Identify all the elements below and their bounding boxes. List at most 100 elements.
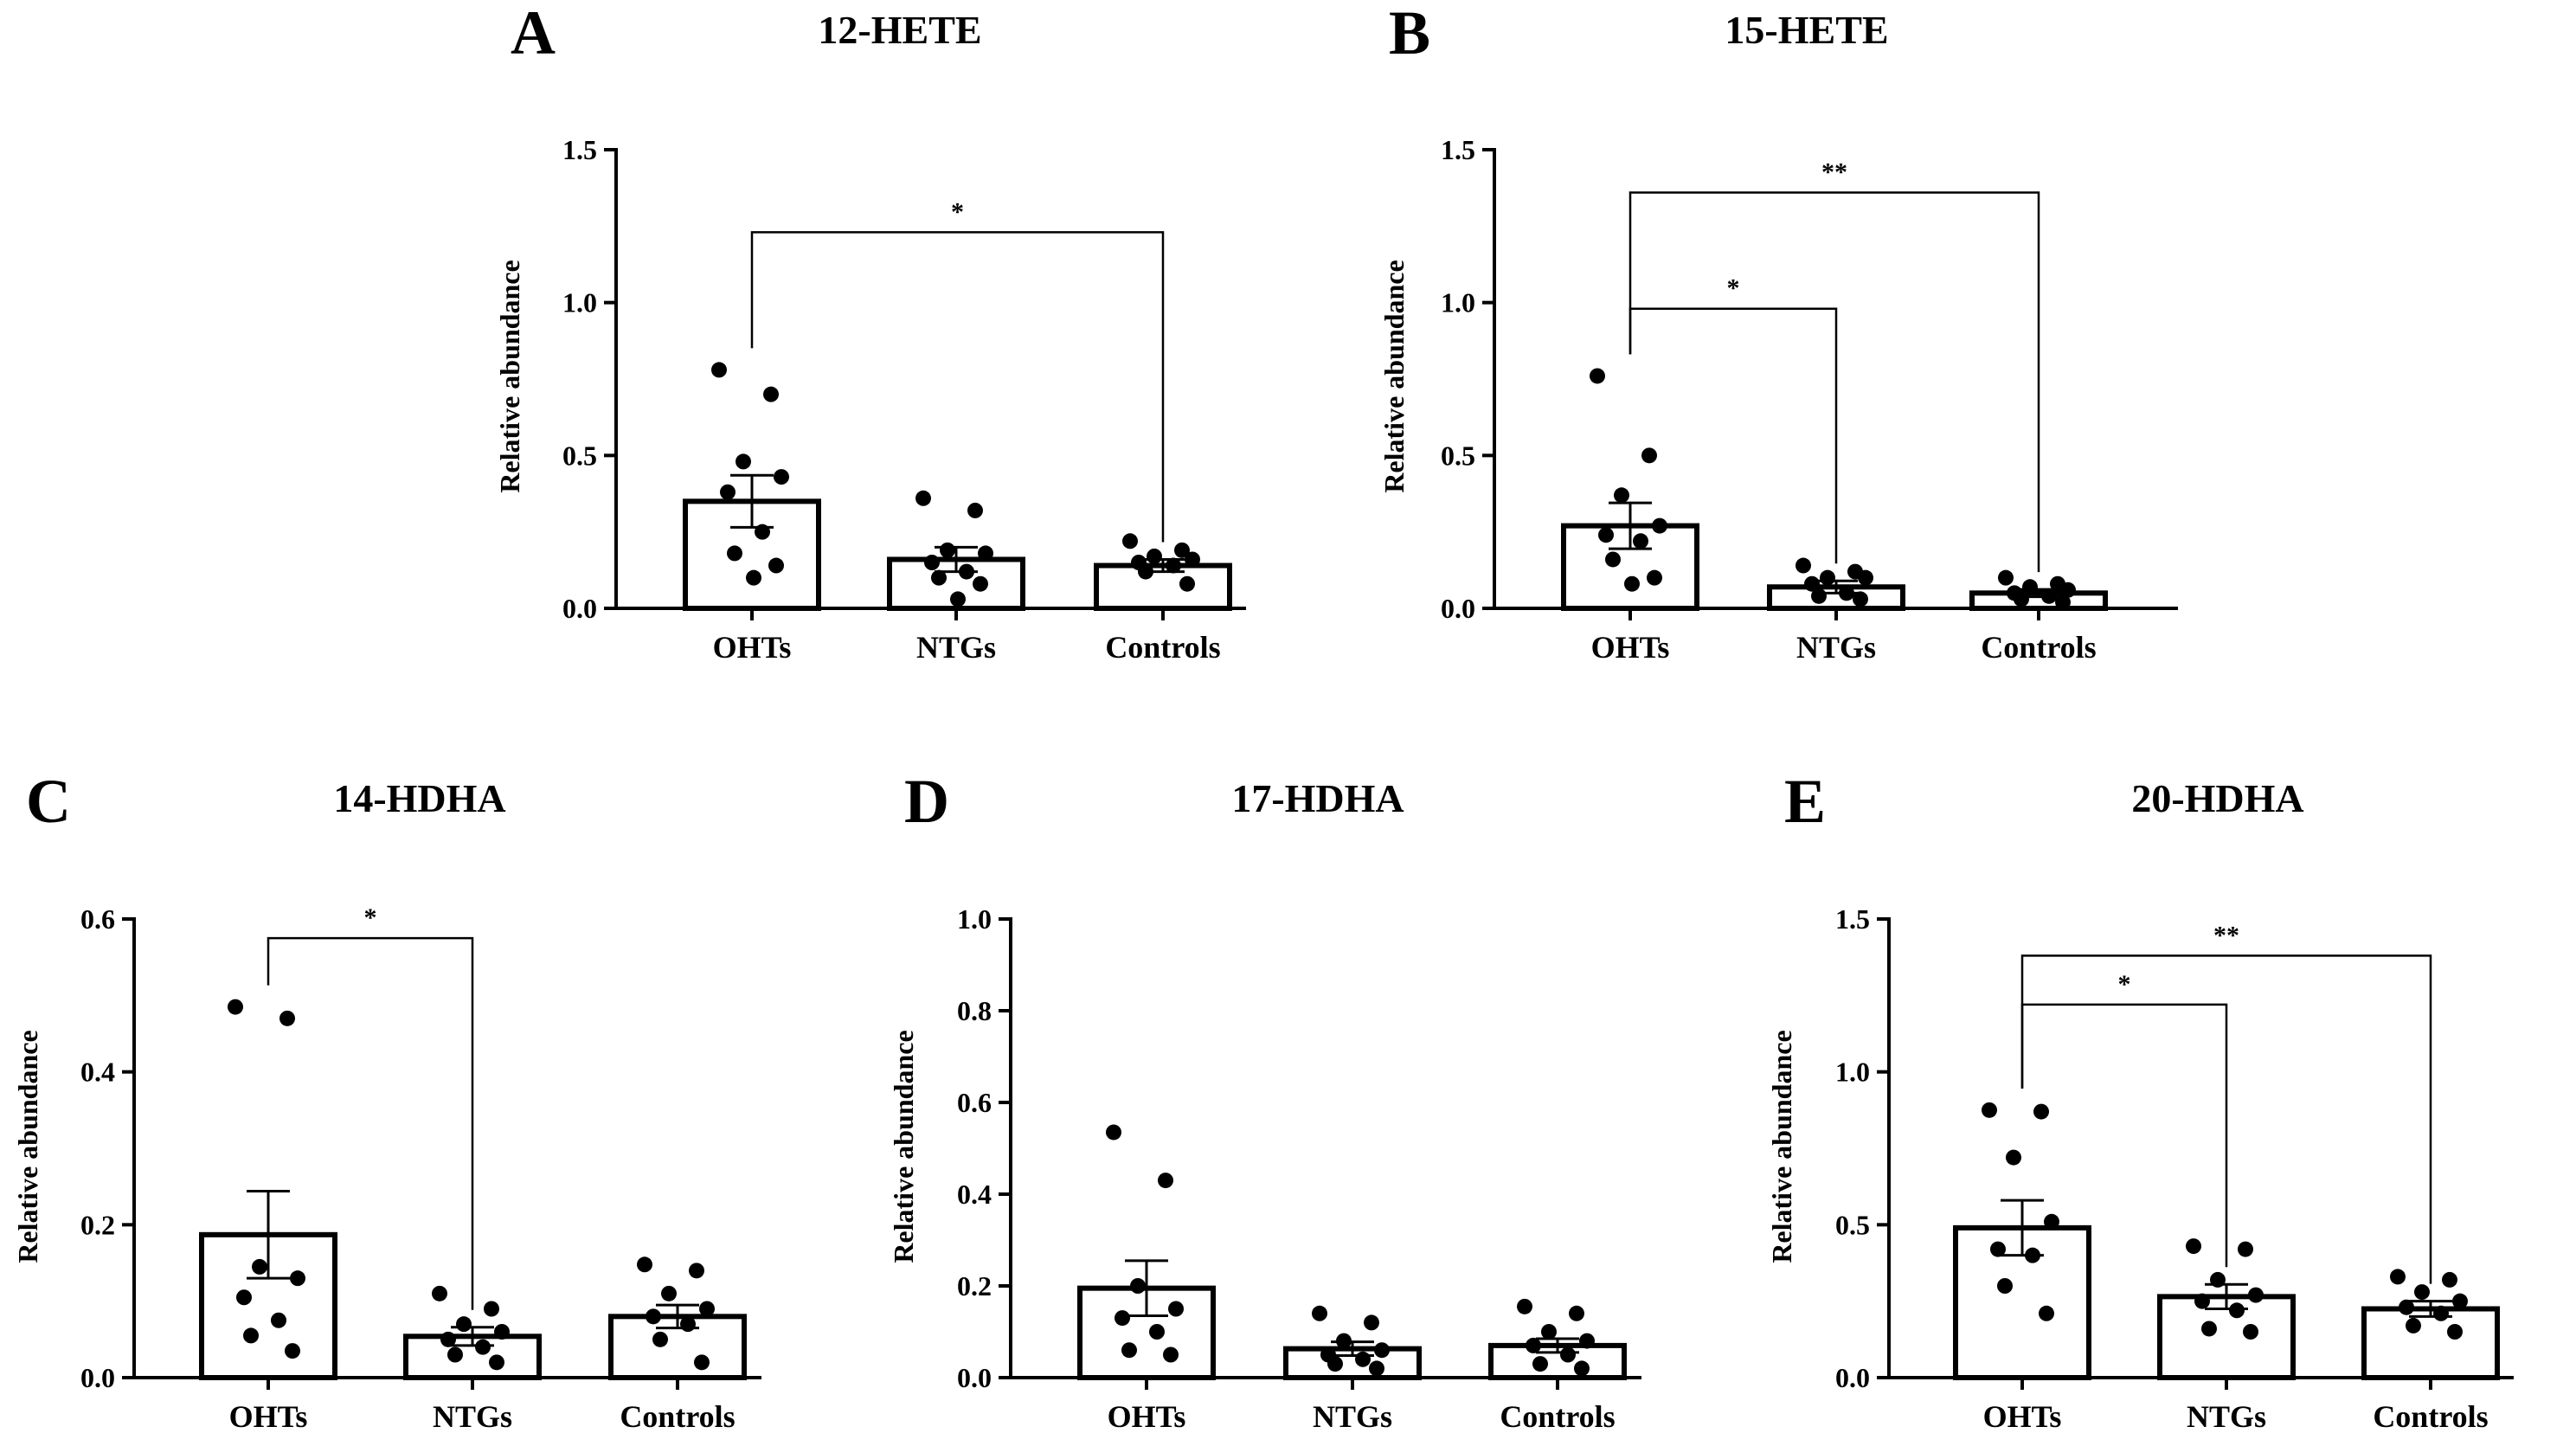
data-point	[2229, 1302, 2245, 1319]
data-point	[1652, 517, 1667, 534]
data-point	[755, 524, 770, 540]
data-point	[1355, 1351, 1371, 1367]
y-tick-label: 0.0	[1835, 1362, 1870, 1393]
data-point	[484, 1301, 499, 1317]
data-point	[2044, 1213, 2059, 1230]
data-point	[1121, 1342, 1137, 1359]
y-tick-label: 0.5	[1835, 1209, 1870, 1240]
panel-letter: D	[904, 767, 949, 836]
data-point	[2014, 591, 2029, 607]
data-point	[763, 386, 779, 402]
data-point	[1166, 557, 1181, 574]
panel-e: E 20-HDHA Relative abundance 0.0 0.5 1.0 1.…	[1766, 767, 2514, 1434]
data-point	[1179, 575, 1195, 592]
data-point	[2041, 588, 2057, 604]
x-tick-label: Controls	[1105, 630, 1220, 665]
data-point	[699, 1301, 715, 1317]
data-point	[680, 1316, 696, 1333]
data-point	[1185, 551, 1200, 568]
y-axis-label: Relative abundance	[1378, 260, 1410, 492]
data-point	[285, 1343, 300, 1359]
data-point	[2243, 1324, 2258, 1340]
y-axis-label: Relative abundance	[12, 1030, 43, 1263]
panel-letter: C	[26, 767, 71, 836]
data-point	[228, 999, 243, 1015]
data-point	[243, 1327, 259, 1344]
data-point	[1614, 487, 1629, 504]
x-tick-label: OHTs	[1983, 1399, 2062, 1434]
data-point	[494, 1324, 510, 1340]
chart-title: 14-HDHA	[333, 776, 505, 820]
data-point	[447, 1346, 463, 1363]
data-point	[1820, 569, 1835, 586]
data-point	[1532, 1356, 1548, 1372]
data-point	[475, 1339, 491, 1355]
data-point	[1982, 1102, 1997, 1118]
y-tick-label: 1.0	[562, 287, 597, 318]
data-point	[973, 575, 988, 592]
data-point	[720, 484, 736, 500]
data-point	[694, 1354, 710, 1371]
panel-letter: A	[511, 0, 556, 67]
y-tick-label: 0.8	[957, 995, 992, 1026]
data-point	[1624, 575, 1640, 592]
x-tick-label: OHTs	[1108, 1399, 1186, 1434]
y-tick-label: 0.0	[562, 593, 597, 624]
data-point	[746, 569, 761, 586]
data-point	[440, 1331, 456, 1347]
data-point	[1163, 1346, 1179, 1363]
y-tick-label: 0.0	[957, 1362, 992, 1393]
chart-title: 15-HETE	[1725, 8, 1888, 52]
panel-d: D 17-HDHA Relative abundance 0.00.20.40.…	[888, 767, 1641, 1434]
data-point	[1122, 533, 1138, 549]
data-point	[1574, 1360, 1590, 1377]
data-point	[1369, 1360, 1384, 1377]
data-point	[1990, 1241, 2006, 1257]
data-point	[940, 542, 955, 558]
data-point	[1174, 542, 1190, 558]
panel-b: B 15-HETE Relative abundance 0.0 0.5 1.0 1.…	[1378, 0, 2178, 665]
x-tick-label: NTGs	[433, 1399, 512, 1434]
data-point	[1115, 1310, 1130, 1327]
data-point	[2452, 1293, 2468, 1309]
data-point	[727, 545, 742, 562]
data-point	[2033, 1103, 2049, 1120]
data-point	[915, 490, 931, 506]
y-tick-label: 1.0	[1441, 287, 1475, 318]
data-point	[271, 1312, 286, 1328]
data-point	[959, 563, 974, 580]
data-point	[1364, 1314, 1379, 1331]
data-point	[1998, 569, 2014, 586]
chart-title: 12-HETE	[818, 8, 981, 52]
data-point	[1517, 1298, 1532, 1314]
y-tick-label: 0.6	[80, 903, 115, 935]
chart-title: 20-HDHA	[2131, 776, 2303, 820]
y-tick-label: 1.0	[957, 903, 992, 935]
data-point	[2248, 1287, 2264, 1303]
y-axis-label: Relative abundance	[494, 260, 525, 492]
plot-area: 0.0 0.2 0.4 0.6 0.8 1.0 OHTs NTGs Controls	[957, 903, 1641, 1434]
y-tick-label: 1.0	[1835, 1057, 1870, 1088]
data-point	[1138, 563, 1153, 580]
plot-area: 0.0 0.2 0.4 0.6 OHTs NTGs Controls *	[80, 903, 761, 1434]
data-point	[1327, 1356, 1343, 1372]
data-point	[290, 1270, 305, 1287]
x-tick-label: Controls	[2373, 1399, 2488, 1434]
y-tick-label: 0.0	[80, 1362, 115, 1393]
data-point	[432, 1285, 447, 1301]
y-tick-label: 0.2	[80, 1209, 115, 1240]
data-point	[1853, 591, 1868, 607]
y-tick-label: 1.5	[1835, 903, 1870, 935]
y-axis-label: Relative abundance	[888, 1030, 919, 1263]
x-tick-label: NTGs	[1796, 630, 1876, 665]
data-point	[774, 469, 789, 485]
data-point	[236, 1289, 252, 1306]
panel-c: C 14-HDHA Relative abundance 0.00.20.40.…	[12, 767, 761, 1434]
data-point	[1858, 569, 1873, 586]
data-point	[768, 557, 784, 574]
data-point	[1106, 1124, 1121, 1141]
y-tick-label: 0.0	[1441, 593, 1475, 624]
y-tick-label: 0.6	[957, 1087, 992, 1118]
data-point	[2399, 1299, 2414, 1315]
